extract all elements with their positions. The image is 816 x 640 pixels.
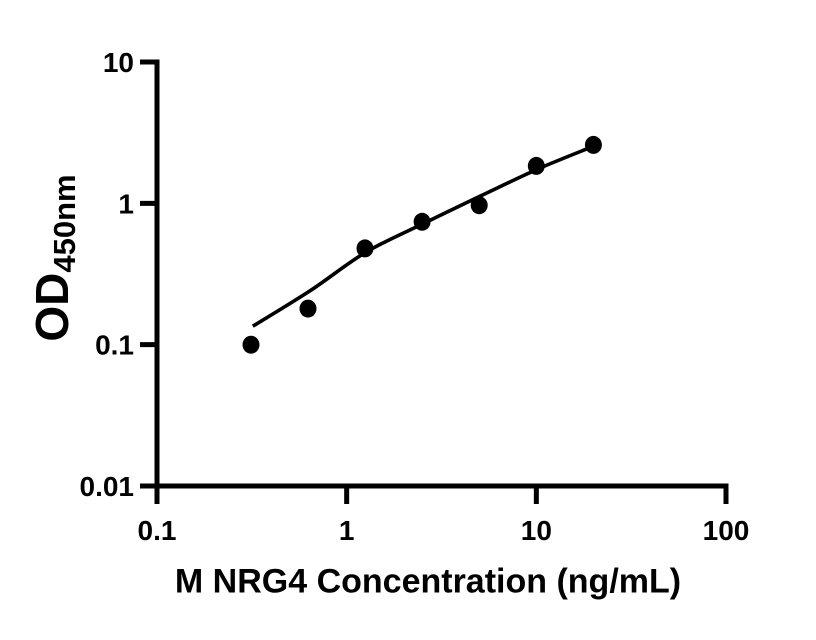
x-tick-label: 1 [339,515,355,546]
data-point-marker [527,156,545,175]
data-point-marker [242,335,260,354]
y-axis-title-subscript: 450nm [47,174,82,273]
x-axis-title: M NRG4 Concentration (ng/mL) [174,562,682,601]
x-tick-label: 0.1 [138,515,177,546]
y-axis-title-main: OD [26,272,78,342]
data-point-marker [470,196,488,215]
x-tick-label: 10 [521,515,552,546]
y-tick-label: 1 [118,188,134,219]
x-tick-label: 100 [703,515,750,546]
y-tick-label: 0.1 [95,330,134,361]
data-point-marker [299,299,317,318]
data-point-marker [413,212,431,231]
fit-curve-line [251,143,596,328]
y-axis-title: OD450nm [25,174,82,342]
y-tick-label: 10 [103,47,134,78]
y-tick-label: 0.01 [80,471,135,502]
data-point-marker [356,239,374,258]
data-point-marker [584,135,602,154]
